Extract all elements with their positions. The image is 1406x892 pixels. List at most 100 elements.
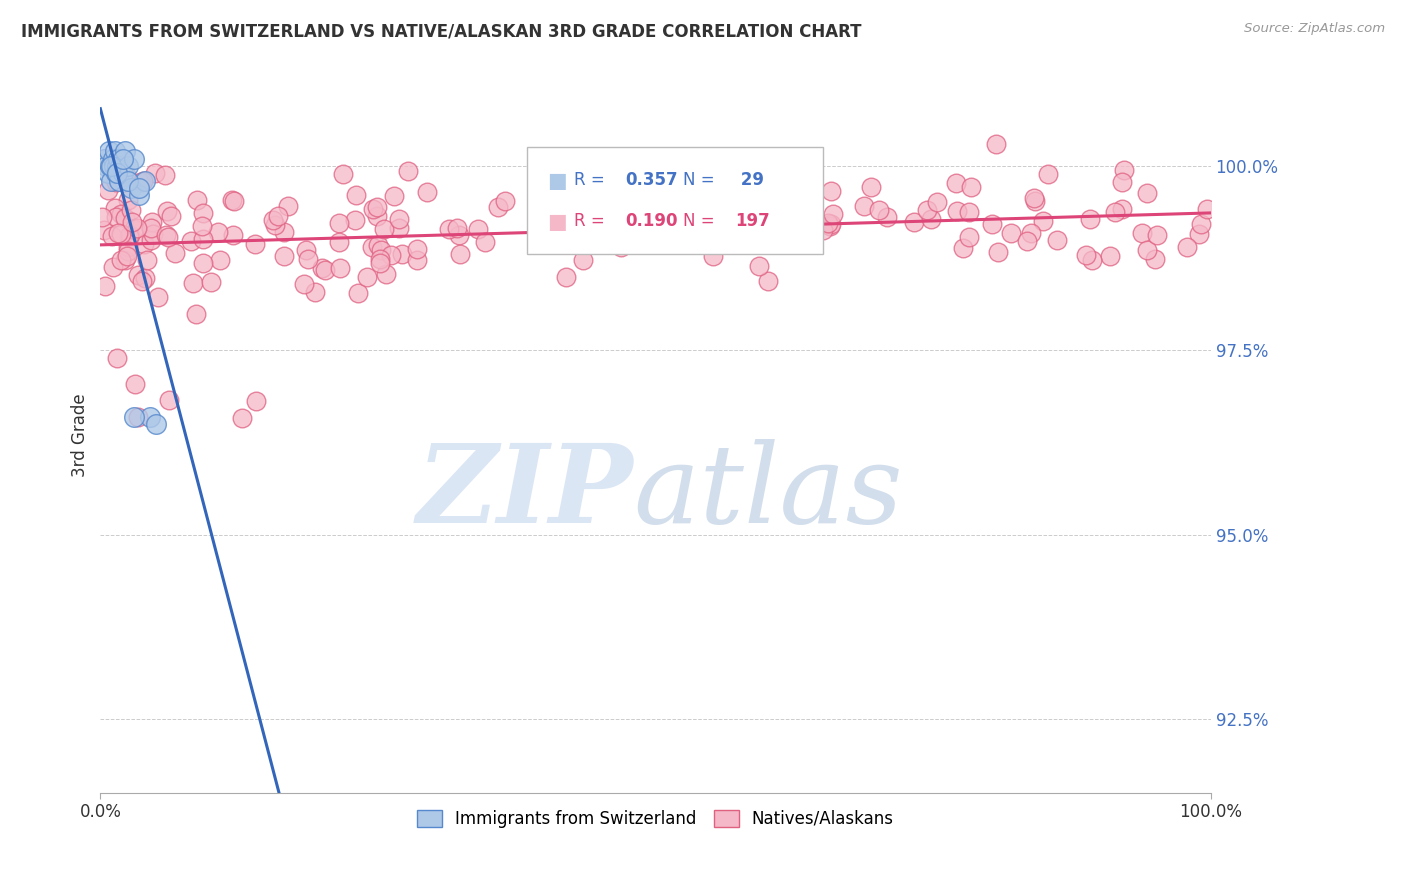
Point [295,243,318,257]
Point [818,219,841,234]
Point [328,216,350,230]
Point [551,224,574,238]
Point [93,152,115,166]
Point [243,237,266,252]
Point [437,222,460,236]
Point [790,212,813,227]
Point [104,176,127,190]
Point [537,217,560,231]
Point [486,201,509,215]
Point [101,152,124,166]
Point [155,228,177,243]
Text: N =: N = [683,171,720,189]
Point [688,196,710,211]
Point [121,215,143,229]
Point [388,211,411,226]
Point [107,226,129,240]
Point [139,233,162,247]
Point [93,152,115,166]
Point [1136,243,1159,257]
Point [356,269,378,284]
Point [94,159,117,173]
Point [793,196,815,211]
Point [329,260,352,275]
Point [114,144,136,158]
Text: 0.190: 0.190 [626,212,678,230]
Point [328,235,350,249]
Point [1130,226,1153,240]
Point [1046,233,1069,247]
Point [927,195,949,210]
Point [602,181,624,195]
Point [1024,194,1046,208]
Point [115,168,138,182]
Point [101,260,124,275]
Legend: Immigrants from Switzerland, Natives/Alaskans: Immigrants from Switzerland, Natives/Ala… [411,803,900,834]
Point [367,238,389,252]
Point [370,243,392,257]
Point [945,176,967,190]
Point [180,235,202,249]
Point [406,243,429,257]
Point [560,189,582,203]
Point [100,229,122,244]
Point [986,136,1008,151]
Text: R =: R = [574,212,610,230]
Point [131,274,153,288]
Point [117,174,139,188]
Point [785,235,807,249]
Point [128,181,150,195]
Point [132,174,155,188]
Point [114,253,136,268]
Point [155,169,177,183]
Point [770,224,793,238]
Point [277,199,299,213]
Point [811,223,834,237]
Point [142,227,165,241]
Point [568,210,591,224]
Point [157,229,180,244]
Point [373,222,395,236]
Point [104,201,127,215]
Point [191,256,214,270]
Point [311,261,333,276]
Point [222,194,245,208]
Point [1000,227,1022,241]
Text: IMMIGRANTS FROM SWITZERLAND VS NATIVE/ALASKAN 3RD GRADE CORRELATION CHART: IMMIGRANTS FROM SWITZERLAND VS NATIVE/AL… [21,22,862,40]
Point [669,234,692,248]
Text: atlas: atlas [633,439,903,546]
Point [1017,234,1039,248]
Point [118,228,141,243]
Point [1032,214,1054,228]
Point [117,159,139,173]
Point [1024,190,1046,204]
Point [98,159,121,173]
Point [221,227,243,242]
Text: R =: R = [574,171,610,189]
Point [366,209,388,223]
Point [343,213,366,227]
Point [263,219,285,233]
Point [360,239,382,253]
Point [530,217,553,231]
Point [100,159,122,173]
Point [231,411,253,425]
Point [221,193,243,207]
Point [245,394,267,409]
Point [903,215,925,229]
Point [117,244,139,259]
Point [156,204,179,219]
Point [1146,228,1168,243]
Point [582,225,605,239]
Point [748,259,770,273]
Point [97,183,120,197]
Point [157,393,180,408]
Point [104,166,127,180]
Point [191,232,214,246]
Point [852,199,875,213]
Point [987,245,1010,260]
Point [105,351,128,365]
Point [980,217,1002,231]
Point [609,240,631,254]
Point [366,200,388,214]
